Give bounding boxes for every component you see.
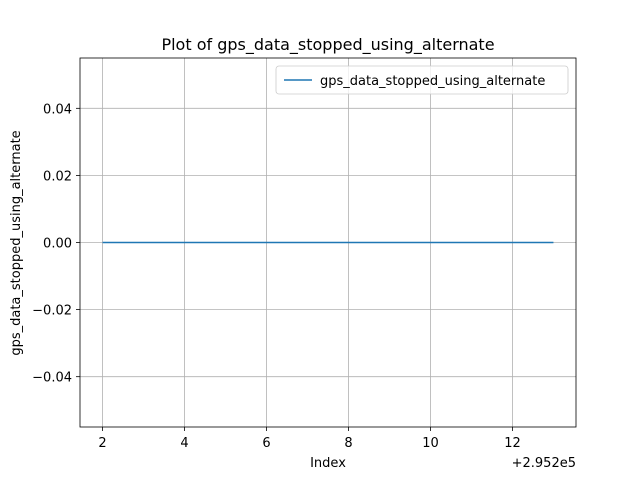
y-tick-label: 0.02 xyxy=(43,169,72,184)
x-tick-label: 12 xyxy=(504,436,521,451)
legend-label: gps_data_stopped_using_alternate xyxy=(320,74,545,89)
x-tick-label: 4 xyxy=(180,436,188,451)
y-axis-label: gps_data_stopped_using_alternate xyxy=(9,130,24,355)
x-tick-label: 6 xyxy=(262,436,270,451)
chart-title: Plot of gps_data_stopped_using_alternate xyxy=(161,35,494,55)
x-tick-label: 10 xyxy=(422,436,439,451)
plot-area: 2 4 6 8 10 12 −0.04 −0.02 0.00 0.02 0.04 gps_data_s… xyxy=(32,57,577,451)
y-tick-label: −0.02 xyxy=(32,304,72,319)
x-tick-label: 2 xyxy=(98,436,106,451)
legend-box xyxy=(275,65,569,95)
x-axis-label: Index xyxy=(310,456,346,471)
y-tick-label: 0.04 xyxy=(43,102,72,117)
x-offset-label: +2.952e5 xyxy=(512,456,576,471)
y-tick-label: 0.00 xyxy=(43,237,72,252)
x-tick-label: 8 xyxy=(344,436,352,451)
y-tick-label: −0.04 xyxy=(32,371,72,386)
